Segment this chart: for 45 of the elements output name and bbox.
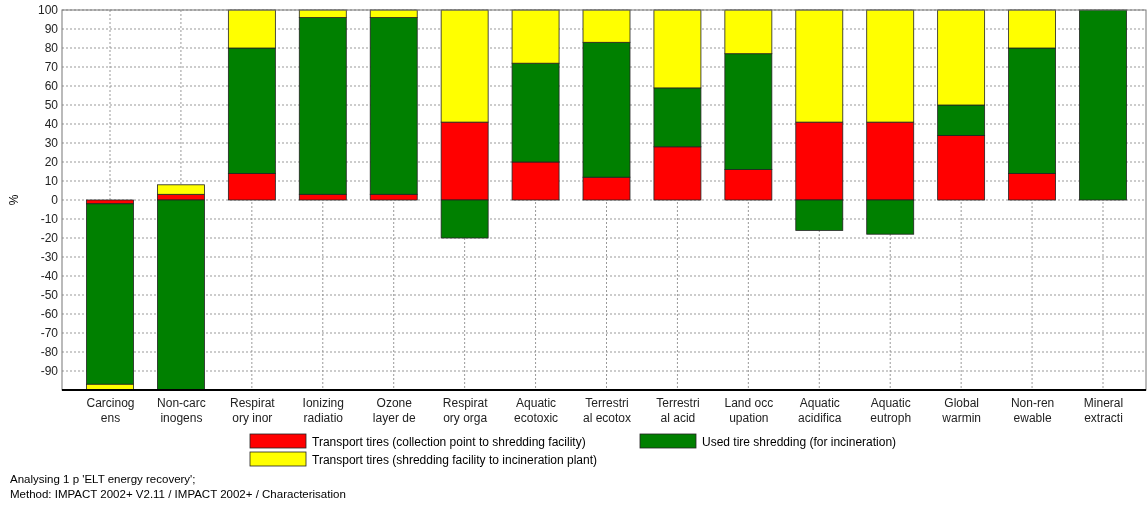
y-tick-label: -70 [40,326,59,341]
x-tick-label: Aquatic acidifica [798,396,842,426]
y-tick-label: -50 [40,288,59,303]
y-tick-label: -80 [40,345,59,360]
x-tick-label: Respirat ory inor [230,396,276,426]
y-tick-label: -10 [40,212,59,227]
x-tick-label: Aquatic ecotoxic [514,396,559,426]
x-tick-label: Aquatic eutroph [870,396,912,426]
y-axis-title: % [7,194,21,206]
y-tick-label: 30 [44,136,59,151]
y-tick-label: -90 [40,364,59,379]
x-tick-label: Carcinog ens [86,396,135,426]
legend-label: Used tire shredding (for incineration) [702,434,897,449]
y-tick-label: -30 [40,250,59,265]
x-tick-label: Terrestri al ecotox [582,396,632,426]
y-tick-label: 40 [44,117,59,132]
legend-label: Transport tires (shredding facility to incineration plant) [312,452,598,467]
bar [157,184,205,195]
x-tick-label: Terrestri al acid [656,396,700,426]
x-tick-label: Non-ren ewable [1010,396,1055,426]
legend-label: Transport tires (collection point to shredding facility) [312,434,586,449]
y-tick-label: 0 [51,193,59,208]
bar [86,203,134,385]
y-tick-label: -40 [40,269,59,284]
x-tick-label: Ozone layer de [372,396,416,426]
y-tick-label: -20 [40,231,59,246]
y-tick-label: -60 [40,307,59,322]
x-tick-label: Ionizing radiatio [302,396,344,426]
y-tick-label: 10 [44,174,59,189]
y-tick-label: 100 [37,3,59,18]
bar [1079,9,1127,201]
y-tick-label: 80 [44,41,59,56]
x-tick-label: Mineral extracti [1083,396,1124,426]
y-tick-label: 20 [44,155,59,170]
x-tick-label: Global warmin [941,396,981,426]
x-tick-label: Land occ upation [724,396,774,426]
text: Analysing 1 p 'ELT energy recovery'; [10,473,196,485]
text: Method: IMPACT 2002+ V2.11 / IMPACT 2002+ / Characterisation [10,488,346,500]
y-tick-label: 90 [44,22,59,37]
y-tick-label: 50 [44,98,59,113]
x-tick-label: Non-carc inogens [157,396,206,426]
x-tick-label: Respirat ory orga [442,396,489,426]
bar [157,199,205,391]
y-tick-label: 70 [44,60,59,75]
y-tick-label: 60 [44,79,59,94]
